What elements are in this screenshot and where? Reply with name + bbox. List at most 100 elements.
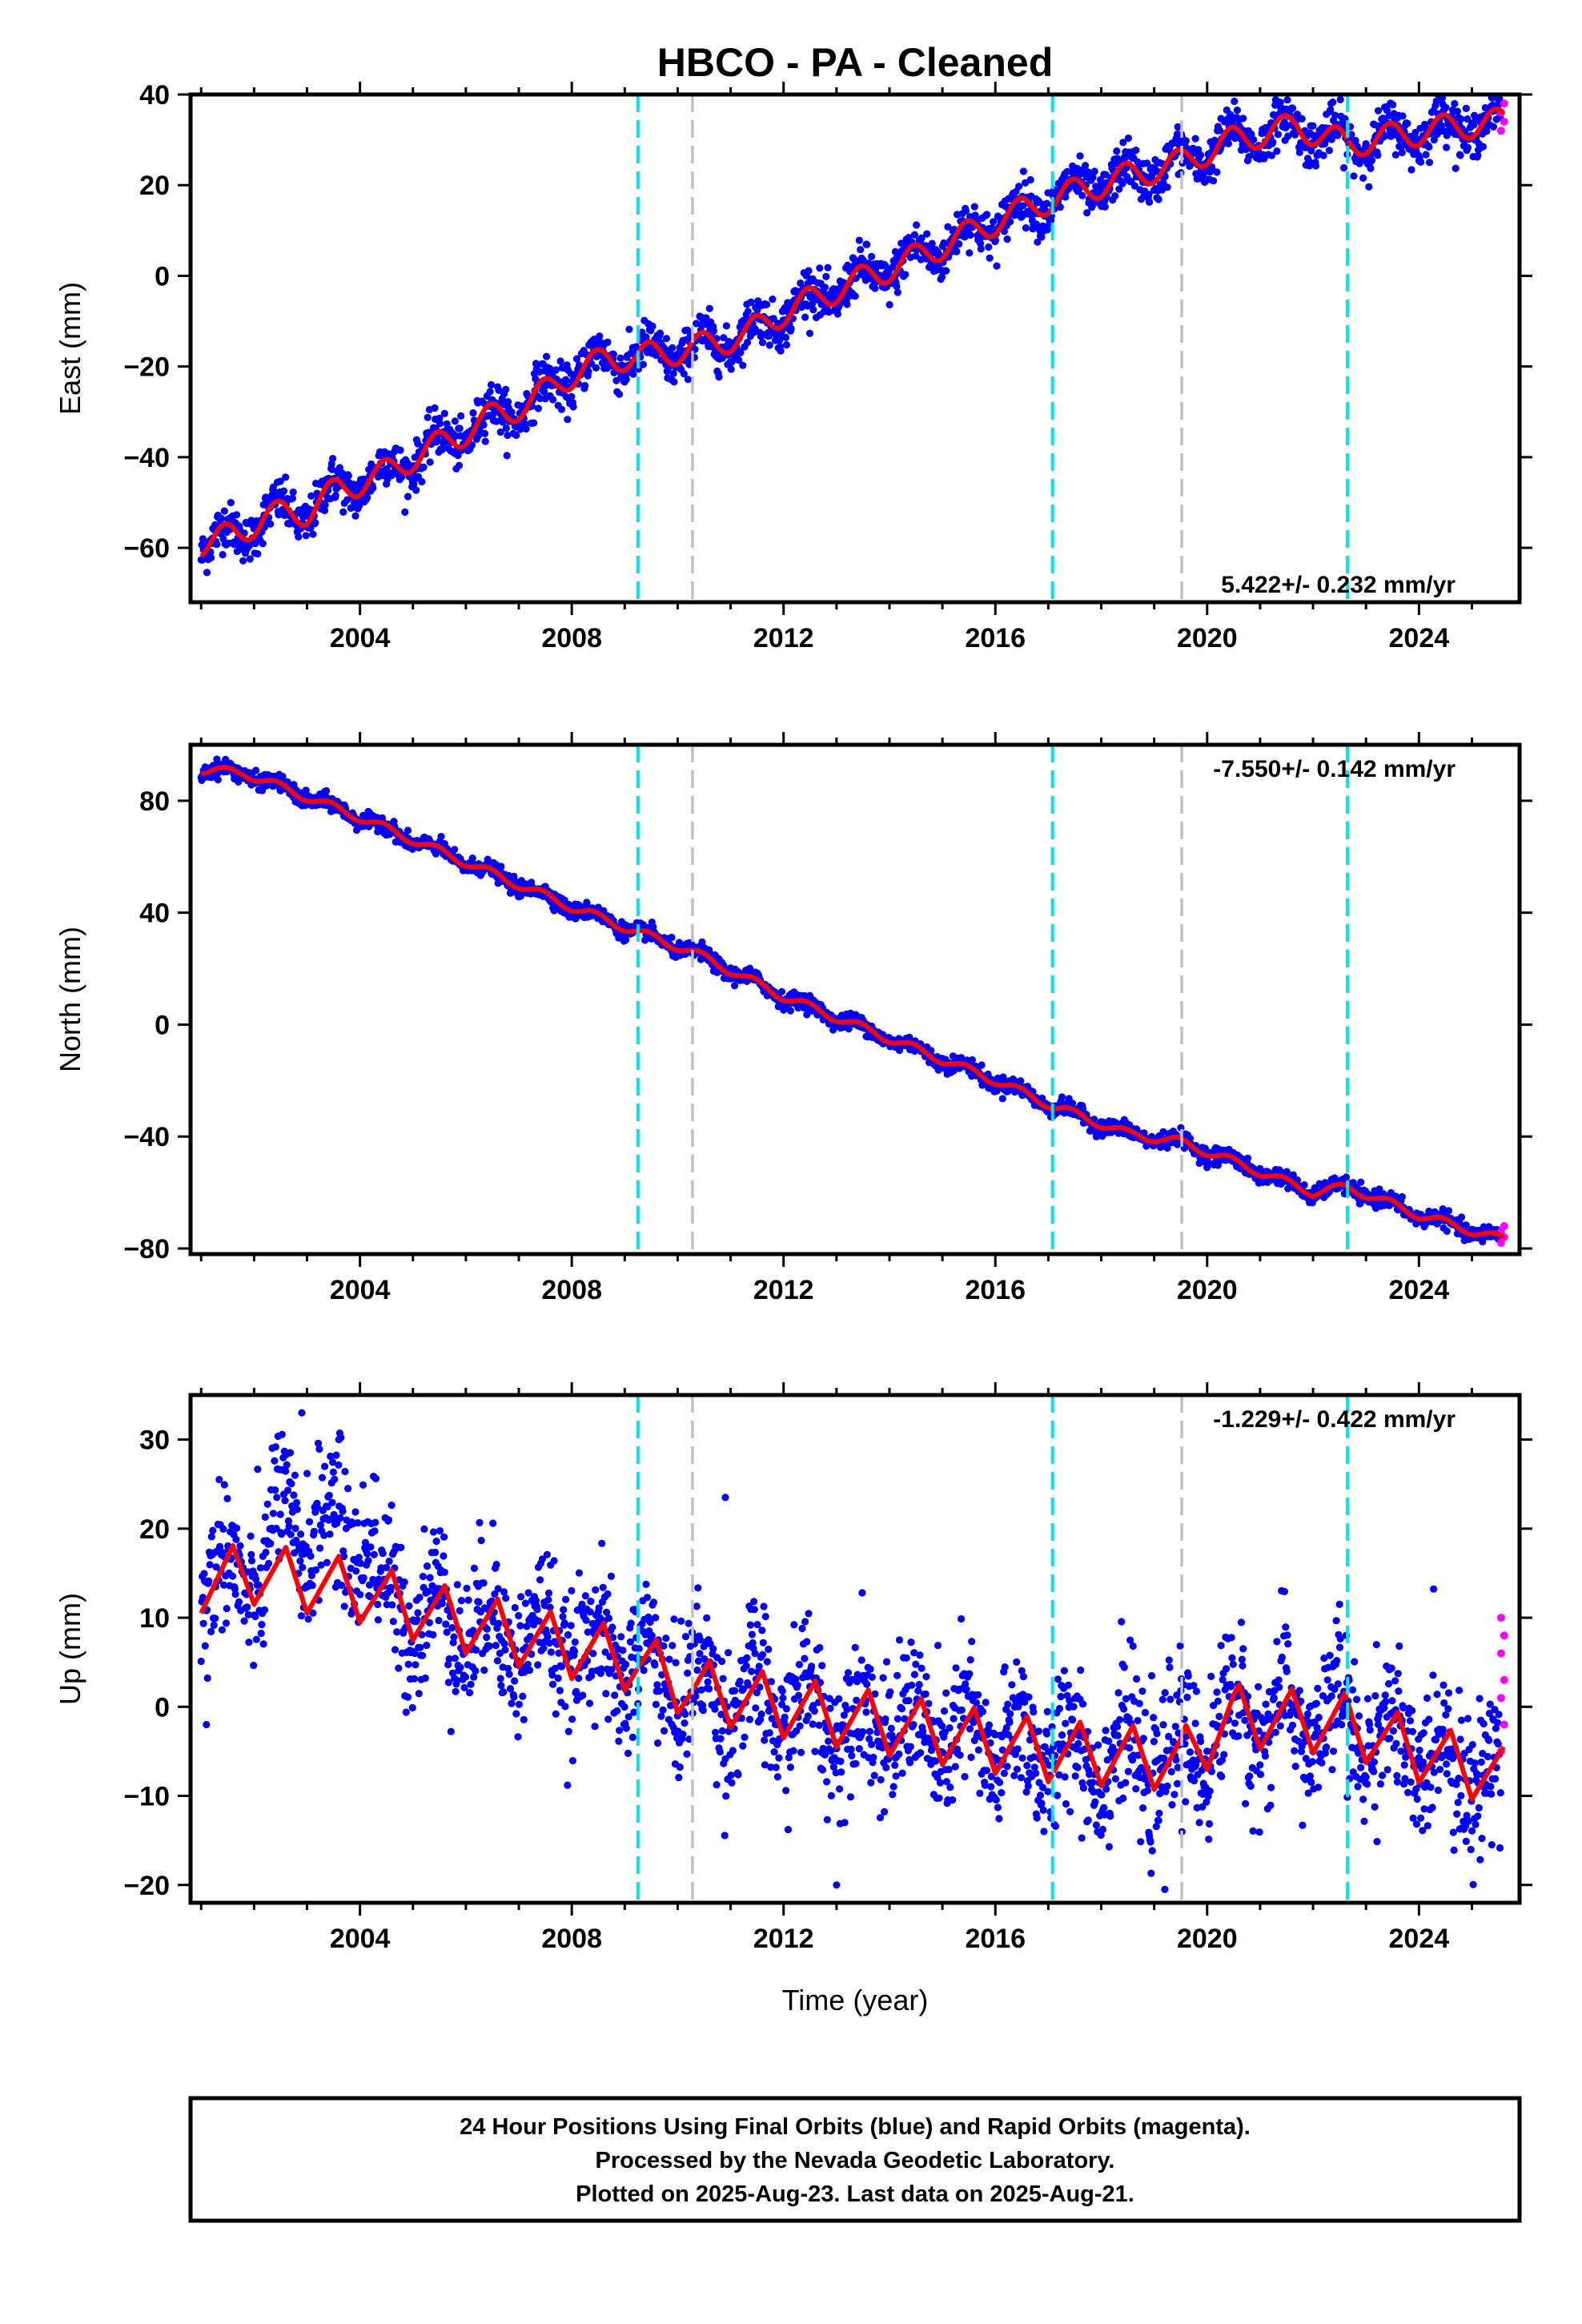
up-point-43 (222, 1619, 231, 1627)
east-point-2229 (1496, 94, 1504, 103)
north-point-94 (252, 766, 260, 774)
east-point-511 (495, 386, 503, 394)
up-point-191 (308, 1582, 316, 1590)
east-point-1412 (1019, 167, 1027, 175)
east-point-2175 (1464, 143, 1472, 151)
up-point-130 (273, 1494, 281, 1502)
up-point-273 (356, 1590, 364, 1598)
east-xtick-label-5: 2024 (1389, 623, 1450, 653)
east-point-889 (715, 373, 723, 381)
east-point-2201 (1479, 143, 1487, 151)
east-point-1255 (928, 239, 936, 247)
north-point-2139 (1443, 1227, 1451, 1235)
east-point-418 (440, 409, 448, 417)
up-point-327 (387, 1502, 396, 1510)
north-point-2164 (1457, 1213, 1466, 1221)
east-point-142 (279, 487, 288, 495)
up-point-128 (271, 1443, 279, 1451)
east-model-line (199, 106, 1506, 558)
east-point-1452 (1042, 199, 1051, 207)
up-point-97 (254, 1466, 262, 1474)
up-point-291 (367, 1543, 375, 1551)
up-point-5 (200, 1570, 208, 1578)
up-point-103 (257, 1630, 265, 1638)
up-point-323 (385, 1557, 393, 1566)
up-point-247 (341, 1467, 349, 1476)
north-point-1478 (1058, 1093, 1066, 1101)
east-point-593 (543, 352, 551, 360)
north-xtick-label-1: 2008 (541, 1275, 602, 1305)
east-point-579 (534, 404, 543, 412)
up-point-149 (284, 1486, 292, 1494)
east-point-1627 (1145, 191, 1153, 199)
east-point-1049 (808, 300, 817, 308)
up-point-15 (206, 1561, 214, 1569)
east-point-1849 (1274, 131, 1282, 139)
east-point-145 (282, 473, 290, 481)
up-point-124 (269, 1510, 277, 1518)
east-ytick-label-2: −20 (123, 352, 170, 383)
east-point-2021 (1374, 107, 1383, 115)
up-point-93 (251, 1612, 259, 1621)
east-point-157 (288, 494, 296, 503)
up-point-107 (259, 1640, 267, 1648)
east-point-981 (769, 296, 777, 304)
up-point-31 (215, 1475, 223, 1484)
up-point-38 (219, 1525, 227, 1533)
east-point-1592 (1124, 134, 1132, 143)
east-point-1272 (938, 273, 946, 281)
east-point-926 (737, 348, 745, 356)
east-point-1051 (809, 306, 817, 314)
east-point-3 (199, 535, 207, 543)
up-point-339 (395, 1664, 403, 1672)
east-xtick-label-4: 2020 (1177, 623, 1238, 653)
east-point-414 (438, 445, 447, 454)
east-point-1853 (1276, 99, 1284, 107)
east-point-2174 (1464, 115, 1472, 123)
east-point-523 (502, 385, 510, 393)
up-point-278 (359, 1481, 367, 1489)
east-point-37 (219, 551, 227, 559)
east-ytick-label-5: 40 (139, 80, 170, 111)
east-point-1379 (1000, 227, 1008, 235)
up-point-203 (315, 1445, 323, 1454)
east-point-1927 (1319, 151, 1327, 159)
east-point-1301 (955, 240, 963, 248)
up-point-236 (335, 1461, 343, 1469)
east-point-1803 (1247, 130, 1255, 139)
up-point-67 (236, 1542, 244, 1550)
east-point-1319 (966, 249, 974, 257)
east-point-1143 (863, 240, 871, 248)
up-point-188 (307, 1552, 315, 1560)
east-point-619 (557, 405, 566, 413)
up-point-246 (340, 1602, 348, 1610)
up-point-11 (203, 1674, 211, 1683)
east-point-971 (763, 300, 771, 308)
east-point-271 (355, 502, 363, 510)
east-point-244 (339, 508, 347, 517)
east-point-964 (758, 339, 767, 347)
east-point-1182 (885, 300, 893, 309)
east-point-119 (267, 520, 275, 528)
east-point-1523 (1084, 168, 1092, 176)
up-point-322 (384, 1516, 393, 1524)
east-point-1416 (1022, 224, 1030, 232)
up-point-297 (370, 1550, 378, 1558)
north-y-axis-label: North (mm) (54, 927, 86, 1072)
east-point-1349 (983, 211, 991, 219)
east-point-1279 (942, 267, 950, 275)
east-point-897 (720, 334, 728, 342)
up-point-127 (271, 1486, 279, 1494)
north-panel: -7.550+/- 0.142 mm/yr 2004 2008 2012 2016 20… (54, 732, 1532, 1305)
east-point-1659 (1163, 183, 1171, 191)
east-point-1237 (917, 234, 926, 242)
east-plot-frame (188, 92, 1522, 605)
east-point-718 (616, 390, 624, 398)
north-point-1407 (1017, 1077, 1025, 1085)
up-point-265 (351, 1508, 359, 1516)
east-point-626 (562, 376, 570, 384)
north-point-808 (668, 933, 676, 942)
east-rapid-point-3 (1500, 99, 1508, 108)
east-point-1975 (1347, 131, 1355, 139)
up-point-318 (383, 1563, 391, 1572)
